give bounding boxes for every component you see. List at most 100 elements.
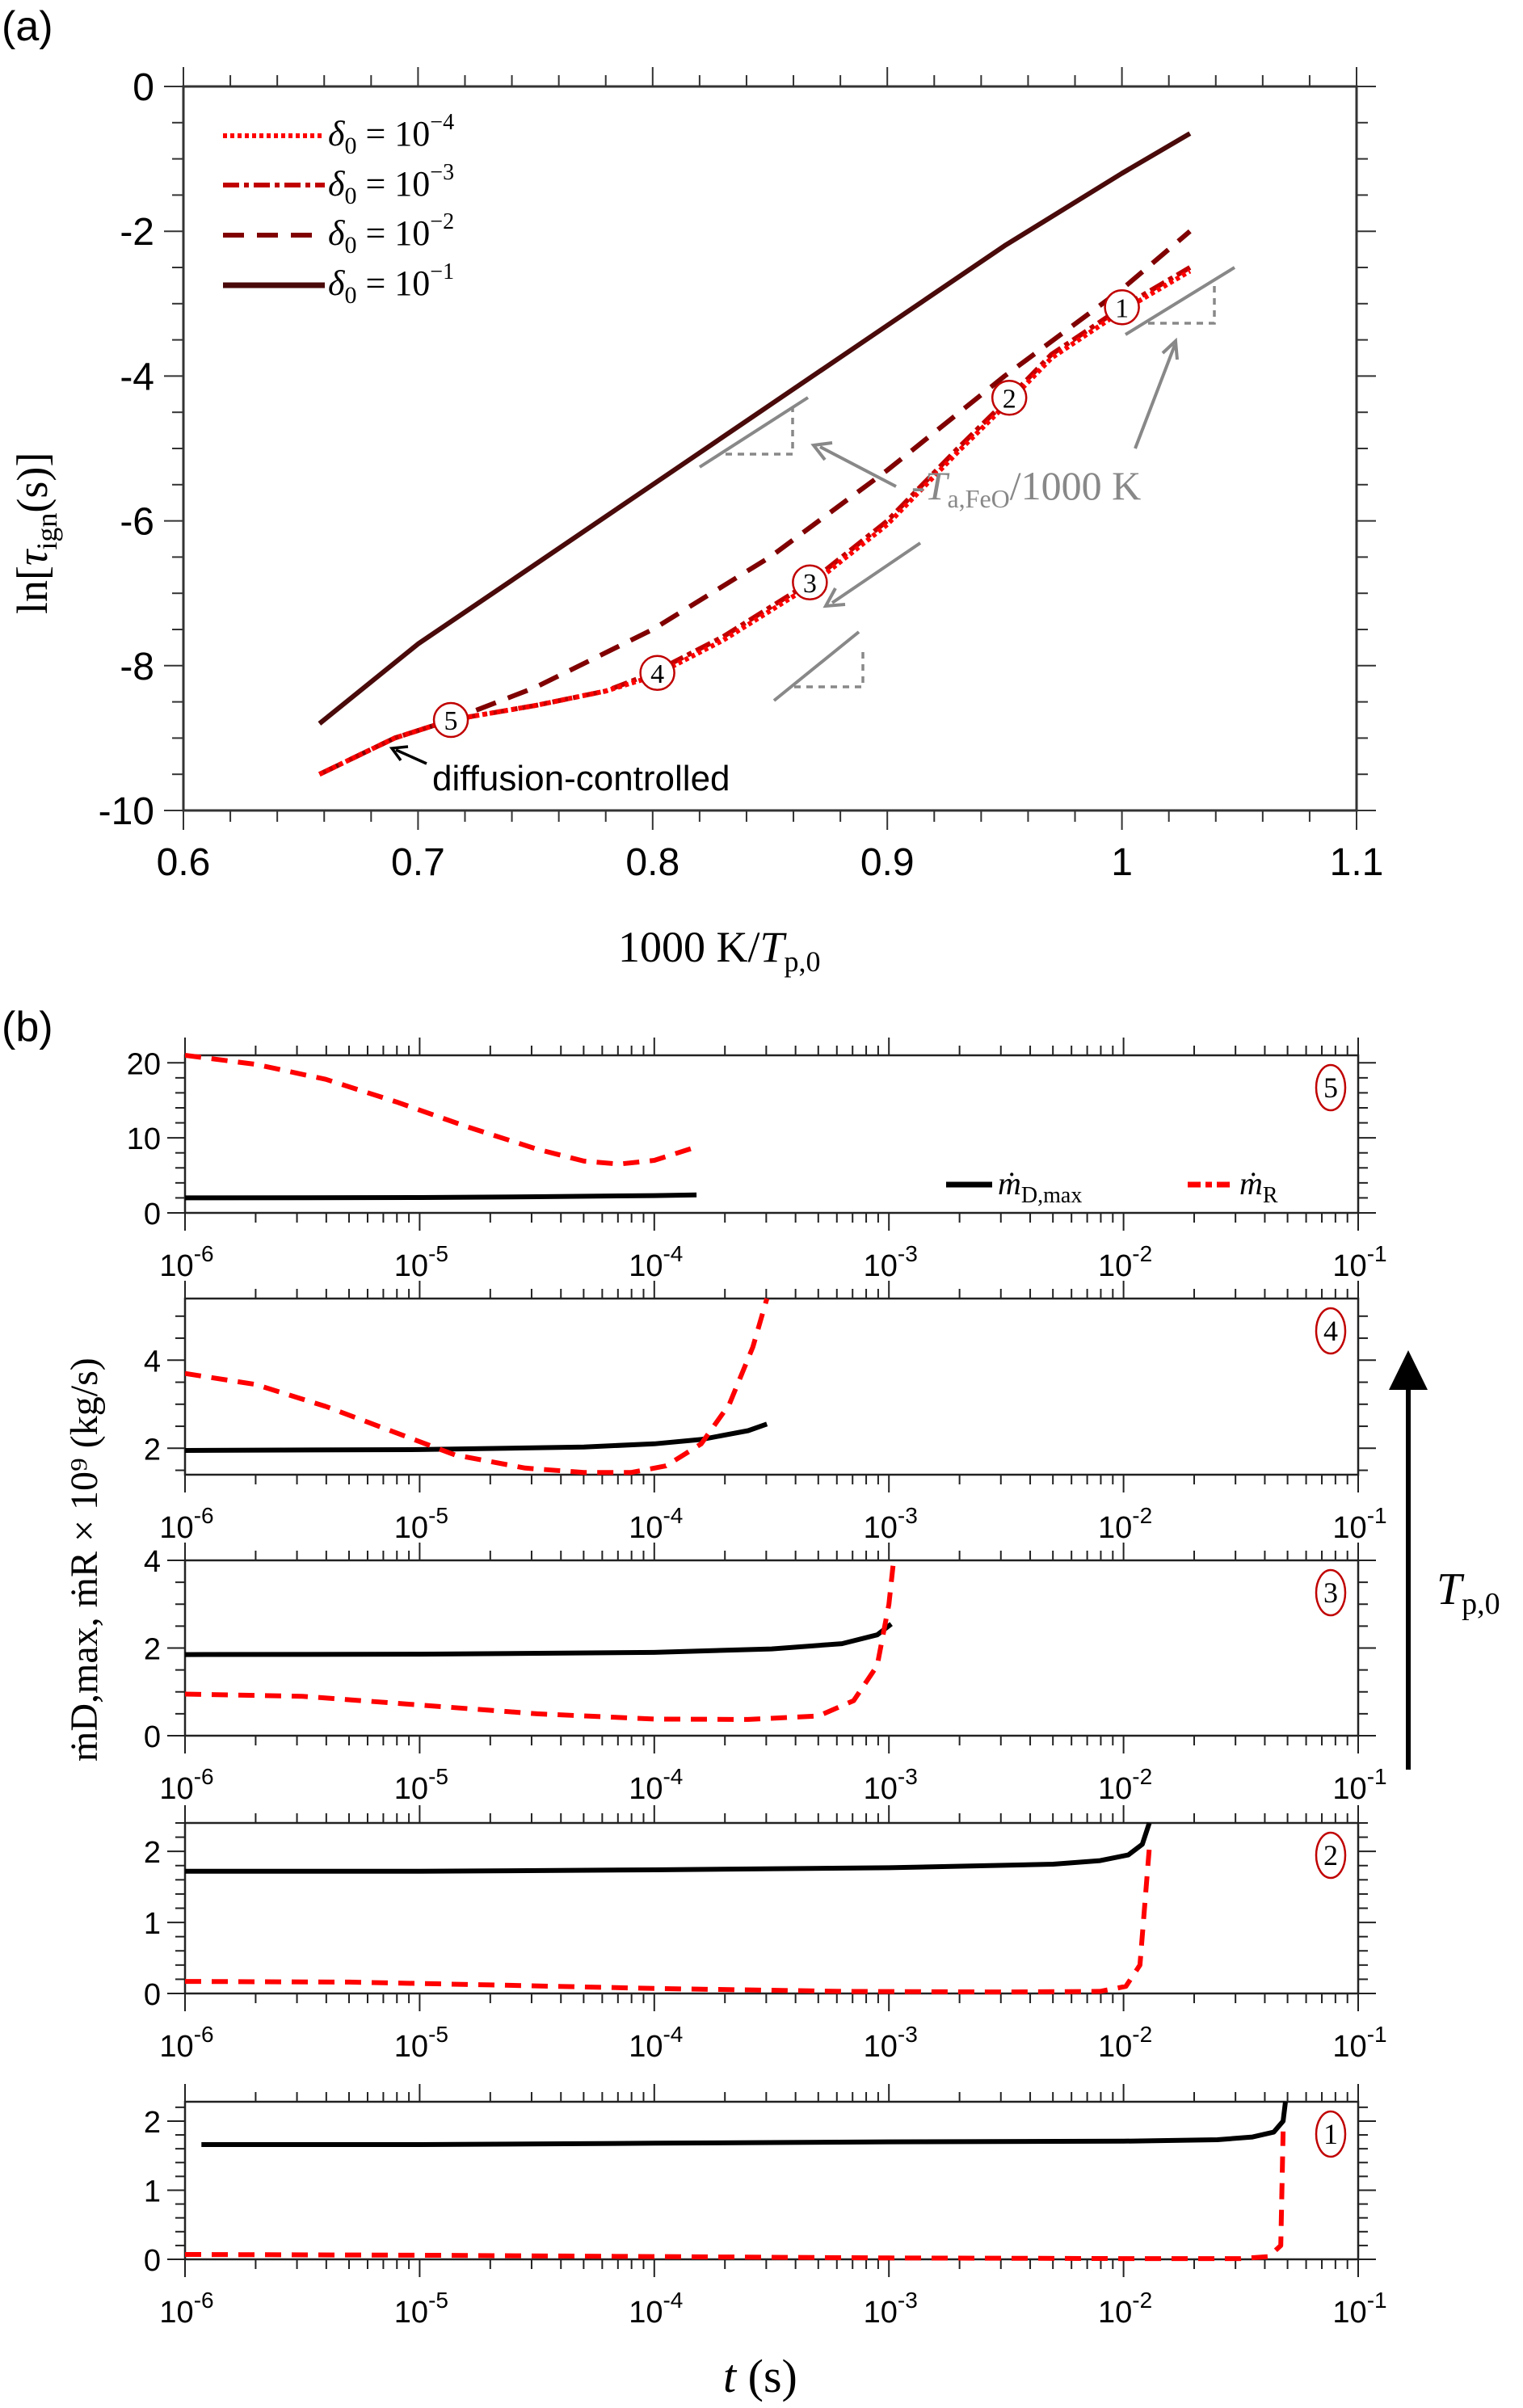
x-tick-label: 10-3	[864, 2288, 918, 2330]
x-tick-label: 1.1	[1330, 841, 1384, 884]
y-tick-label: 1	[144, 2174, 161, 2208]
x-tick-label: 10-4	[629, 2288, 683, 2330]
svg-text:1: 1	[1115, 293, 1129, 323]
x-tick-label: 10-1	[1332, 1503, 1386, 1545]
tp0-label: Tp,0	[1437, 1564, 1500, 1621]
x-tick-label: 10-1	[1332, 2022, 1386, 2064]
x-tick-label: 10-4	[629, 1764, 683, 1806]
svg-text:2: 2	[1323, 1839, 1338, 1871]
curve-solid	[318, 131, 1192, 726]
x-tick-label: 10-2	[1098, 2288, 1152, 2330]
diffusion-controlled-label: diffusion-controlled	[432, 759, 730, 798]
y-tick-label: 0	[133, 66, 154, 109]
case-marker: 5	[1315, 1063, 1347, 1112]
mdot-d-curve	[201, 2101, 1288, 2147]
panel-b-label: (b)	[2, 1004, 53, 1050]
mdot-r-curve	[185, 1560, 896, 1722]
x-tick-label: 0.6	[157, 841, 211, 884]
y-tick-label: 10	[127, 1122, 161, 1156]
y-tick-label: 20	[127, 1047, 161, 1081]
x-tick-label: 10-5	[394, 1503, 448, 1545]
x-tick-label: 10-5	[394, 1764, 448, 1806]
x-tick-label: 0.9	[860, 841, 915, 884]
subplot-case-1: 10-6 10-5 10-4 10-3 10-2 10-1 0 1 2 1	[144, 2084, 1387, 2330]
x-tick-label: 10-6	[159, 1503, 213, 1545]
x-tick-label: 10-4	[629, 1241, 683, 1283]
svg-text:3: 3	[1323, 1577, 1338, 1609]
x-tick-label: 10-1	[1332, 2288, 1386, 2330]
curve-dashdot	[318, 265, 1192, 777]
y-tick-label: -10	[99, 790, 154, 833]
x-tick-label: 10-6	[159, 2022, 213, 2064]
panel-a-y-axis-label: ln[τign(s)]	[8, 453, 63, 614]
subplot-case-4: 10-6 10-5 10-4 10-3 10-2 10-1 2 4 4	[144, 1281, 1387, 1545]
case-marker: 1	[1315, 2110, 1347, 2158]
case-marker: 2	[1315, 1831, 1347, 1880]
mdot-r-curve	[185, 2131, 1286, 2262]
x-tick-label: 10-3	[864, 1503, 918, 1545]
y-tick-label: 2	[144, 1836, 161, 1870]
arrow-up-icon	[1389, 1350, 1428, 1390]
temperature-increase-arrow	[1389, 1350, 1428, 1770]
case-marker: 1	[1104, 289, 1140, 326]
panel-b-legend: ṁD,max ṁR	[946, 1165, 1278, 1208]
x-tick-label: 10-6	[159, 1764, 213, 1806]
subplot-case-2: 10-6 10-5 10-4 10-3 10-2 10-1 0 1 2 2	[144, 1805, 1387, 2064]
panel-a-chart: 0.6 0.7 0.8 0.9 1 1.1 0 -2 -4 -6 -8 -10 -Ta,FeO/100…	[8, 66, 1383, 978]
case-marker: 2	[991, 380, 1028, 416]
panel-a-label: (a)	[2, 3, 53, 50]
case-marker: 4	[639, 655, 675, 692]
x-tick-label: 10-1	[1332, 1764, 1386, 1806]
panel-a-markers: 1 2 3 4 5	[432, 289, 1140, 739]
y-tick-label: 4	[144, 1545, 161, 1579]
case-marker: 5	[432, 701, 469, 739]
legend-label-1e-1: δ0 = 10−1	[328, 259, 454, 309]
y-tick-label: -2	[120, 211, 154, 254]
y-tick-label: 2	[144, 2106, 161, 2140]
x-tick-label: 10-6	[159, 1241, 213, 1283]
x-tick-label: 10-2	[1098, 1503, 1152, 1545]
y-tick-label: 0	[144, 1720, 161, 1754]
mdot-r-curve	[185, 1053, 698, 1167]
svg-text:5: 5	[444, 706, 458, 736]
y-tick-label: 1	[144, 1907, 161, 1941]
panel-a-tick-labels: 0.6 0.7 0.8 0.9 1 1.1 0 -2 -4 -6 -8 -10	[99, 66, 1384, 884]
svg-text:3: 3	[803, 569, 817, 599]
case-marker: 3	[1315, 1568, 1347, 1617]
svg-text:5: 5	[1323, 1071, 1338, 1104]
x-tick-label: 10-3	[864, 1764, 918, 1806]
panel-a-ticks	[164, 67, 1376, 830]
subplot-case-3: 10-6 10-5 10-4 10-3 10-2 10-1 0 2 4 3	[144, 1543, 1387, 1806]
x-tick-label: 10-2	[1098, 1241, 1152, 1283]
x-tick-label: 10-3	[864, 2022, 918, 2064]
mdot-d-curve	[185, 1192, 697, 1201]
x-tick-label: 10-4	[629, 1503, 683, 1545]
subplot-case-5: 10-6 10-5 10-4 10-3 10-2 10-1 0 10 20 5	[127, 1038, 1387, 1283]
x-tick-label: 10-4	[629, 2022, 683, 2064]
y-tick-label: 0	[144, 1978, 161, 2012]
y-tick-label: 2	[144, 1433, 161, 1467]
x-tick-label: 10-6	[159, 2288, 213, 2330]
case-marker: 4	[1315, 1307, 1347, 1355]
diffusion-arrow	[389, 745, 427, 765]
mdot-d-curve	[185, 1421, 768, 1453]
x-tick-label: 10-1	[1332, 1241, 1386, 1283]
panel-a-x-axis-label: 1000 K/Tp,0	[618, 923, 821, 978]
mdot-d-curve	[185, 1622, 893, 1657]
x-tick-label: 10-5	[394, 2288, 448, 2330]
legend-label-1e-2: δ0 = 10−2	[328, 209, 454, 259]
x-tick-label: 10-5	[394, 1241, 448, 1283]
y-tick-label: 2	[144, 1633, 161, 1667]
y-tick-label: -8	[120, 646, 154, 688]
svg-text:2: 2	[1003, 384, 1016, 414]
case-marker: 3	[792, 564, 828, 601]
x-tick-label: 10-3	[864, 1241, 918, 1283]
svg-text:4: 4	[650, 659, 664, 689]
mdot-d-curve	[185, 1822, 1152, 1874]
legend-label-1e-4: δ0 = 10−4	[328, 110, 454, 159]
y-tick-label: 0	[144, 2244, 161, 2278]
panel-b-x-axis-label: t (s)	[723, 2350, 797, 2402]
curve-dotted	[318, 268, 1192, 777]
panel-b-y-axis-label: ṁD,max, ṁR × 10⁹ (kg/s)	[63, 1358, 106, 1762]
